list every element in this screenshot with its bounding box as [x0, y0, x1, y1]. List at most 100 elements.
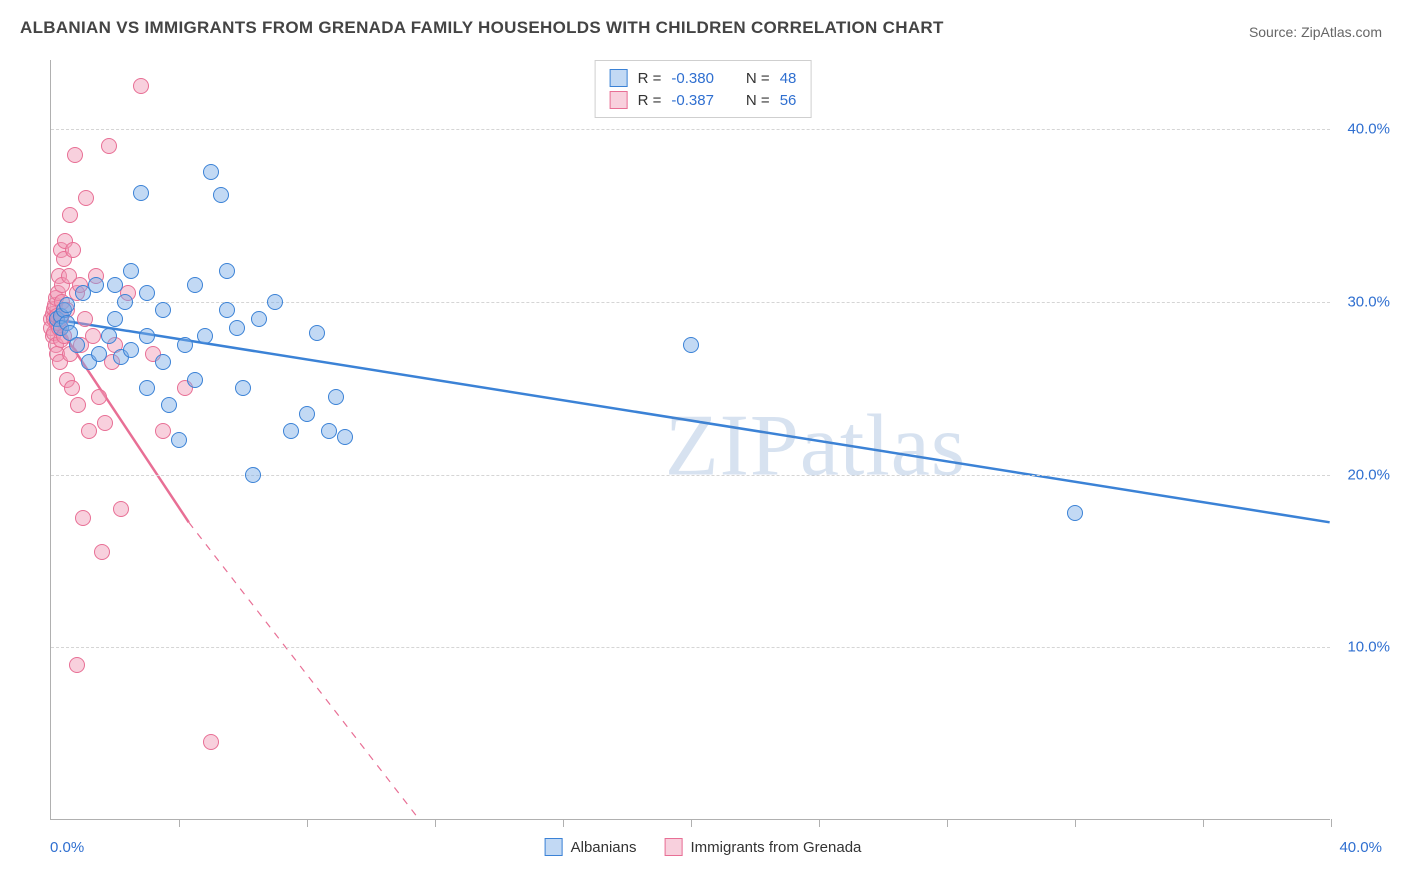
scatter-point: [337, 429, 353, 445]
gridline: [51, 647, 1330, 648]
scatter-point: [123, 342, 139, 358]
scatter-point: [65, 242, 81, 258]
scatter-point: [88, 277, 104, 293]
r-label: R =: [638, 70, 662, 87]
n-label: N =: [746, 92, 770, 109]
scatter-point: [309, 325, 325, 341]
scatter-point: [203, 164, 219, 180]
scatter-point: [235, 380, 251, 396]
legend-row-albanians: R = -0.380 N = 48: [610, 67, 797, 89]
scatter-point: [251, 311, 267, 327]
scatter-point: [267, 294, 283, 310]
scatter-point: [101, 138, 117, 154]
n-value-albanians: 48: [780, 70, 797, 87]
gridline: [51, 129, 1330, 130]
scatter-point: [75, 510, 91, 526]
gridline: [51, 475, 1330, 476]
scatter-point: [299, 406, 315, 422]
scatter-point: [161, 397, 177, 413]
x-tick: [819, 819, 820, 827]
scatter-point: [177, 337, 193, 353]
series-legend: Albanians Immigrants from Grenada: [545, 838, 862, 856]
plot-area: 10.0%20.0%30.0%40.0%: [50, 60, 1330, 820]
scatter-point: [321, 423, 337, 439]
scatter-point: [283, 423, 299, 439]
legend-item-albanians: Albanians: [545, 838, 637, 856]
scatter-point: [139, 328, 155, 344]
scatter-point: [59, 297, 75, 313]
legend-label-albanians: Albanians: [571, 839, 637, 856]
scatter-point: [155, 302, 171, 318]
x-tick: [563, 819, 564, 827]
y-tick-label: 40.0%: [1347, 121, 1390, 138]
scatter-point: [91, 346, 107, 362]
correlation-legend: R = -0.380 N = 48 R = -0.387 N = 56: [595, 60, 812, 118]
r-value-albanians: -0.380: [671, 70, 714, 87]
swatch-grenada: [665, 838, 683, 856]
scatter-point: [133, 185, 149, 201]
scatter-point: [139, 380, 155, 396]
scatter-point: [197, 328, 213, 344]
swatch-albanians: [610, 69, 628, 87]
scatter-point: [107, 277, 123, 293]
scatter-point: [107, 311, 123, 327]
scatter-point: [229, 320, 245, 336]
x-axis-min-label: 0.0%: [50, 839, 84, 856]
swatch-albanians: [545, 838, 563, 856]
legend-label-grenada: Immigrants from Grenada: [691, 839, 862, 856]
scatter-point: [213, 187, 229, 203]
scatter-point: [69, 337, 85, 353]
scatter-point: [97, 415, 113, 431]
scatter-point: [78, 190, 94, 206]
scatter-point: [94, 544, 110, 560]
scatter-point: [81, 423, 97, 439]
scatter-point: [219, 263, 235, 279]
scatter-point: [203, 734, 219, 750]
n-label: N =: [746, 70, 770, 87]
swatch-grenada: [610, 91, 628, 109]
scatter-point: [85, 328, 101, 344]
x-tick: [1075, 819, 1076, 827]
scatter-point: [1067, 505, 1083, 521]
scatter-point: [62, 207, 78, 223]
scatter-point: [187, 277, 203, 293]
scatter-point: [683, 337, 699, 353]
x-tick: [435, 819, 436, 827]
legend-item-grenada: Immigrants from Grenada: [665, 838, 862, 856]
scatter-point: [117, 294, 133, 310]
scatter-point: [113, 501, 129, 517]
r-value-grenada: -0.387: [671, 92, 714, 109]
x-tick: [1331, 819, 1332, 827]
y-tick-label: 20.0%: [1347, 466, 1390, 483]
scatter-point: [67, 147, 83, 163]
chart-title: ALBANIAN VS IMMIGRANTS FROM GRENADA FAMI…: [20, 18, 944, 38]
scatter-point: [123, 263, 139, 279]
gridline: [51, 302, 1330, 303]
y-tick-label: 30.0%: [1347, 293, 1390, 310]
x-axis-max-label: 40.0%: [1339, 839, 1382, 856]
trend-lines: [51, 60, 1330, 819]
scatter-point: [155, 354, 171, 370]
scatter-point: [155, 423, 171, 439]
scatter-point: [77, 311, 93, 327]
scatter-point: [245, 467, 261, 483]
scatter-point: [101, 328, 117, 344]
y-tick-label: 10.0%: [1347, 639, 1390, 656]
scatter-point: [64, 380, 80, 396]
x-tick: [179, 819, 180, 827]
scatter-point: [187, 372, 203, 388]
source-attribution: Source: ZipAtlas.com: [1249, 24, 1382, 40]
scatter-point: [328, 389, 344, 405]
x-tick: [691, 819, 692, 827]
n-value-grenada: 56: [780, 92, 797, 109]
x-tick: [307, 819, 308, 827]
scatter-point: [69, 657, 85, 673]
legend-row-grenada: R = -0.387 N = 56: [610, 89, 797, 111]
scatter-point: [70, 397, 86, 413]
x-tick: [1203, 819, 1204, 827]
scatter-point: [91, 389, 107, 405]
scatter-point: [139, 285, 155, 301]
scatter-point: [171, 432, 187, 448]
x-tick: [947, 819, 948, 827]
scatter-point: [219, 302, 235, 318]
